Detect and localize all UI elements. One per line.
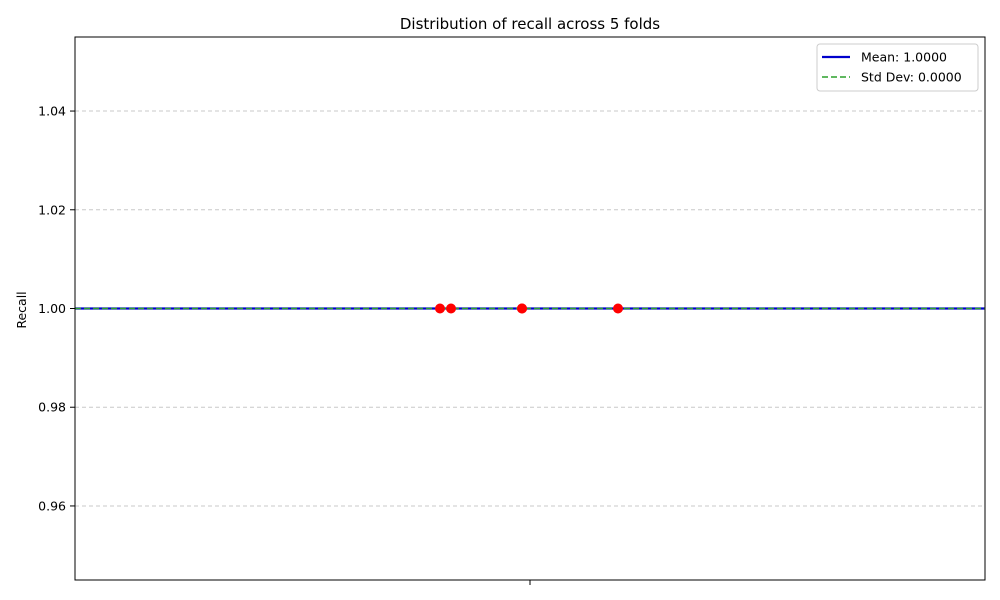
data-point (517, 303, 527, 314)
data-point (435, 303, 445, 314)
data-points (435, 303, 623, 314)
chart-title: Distribution of recall across 5 folds (400, 15, 660, 33)
y-tick-label: 1.02 (38, 202, 66, 217)
y-tick-label: 0.98 (38, 400, 66, 415)
y-axis-ticks: 0.96 0.98 1.00 1.02 1.04 (38, 104, 75, 513)
y-tick-label: 0.96 (38, 498, 66, 513)
legend-std-label: Std Dev: 0.0000 (861, 70, 962, 85)
data-point (446, 303, 456, 314)
legend-mean-label: Mean: 1.0000 (861, 50, 947, 65)
y-tick-label: 1.04 (38, 104, 66, 119)
legend-box (816, 43, 979, 92)
y-axis-label: Recall (14, 291, 29, 328)
legend: Mean: 1.0000 Std Dev: 0.0000 (816, 43, 979, 92)
data-point (613, 303, 623, 314)
y-tick-label: 1.00 (38, 301, 66, 316)
